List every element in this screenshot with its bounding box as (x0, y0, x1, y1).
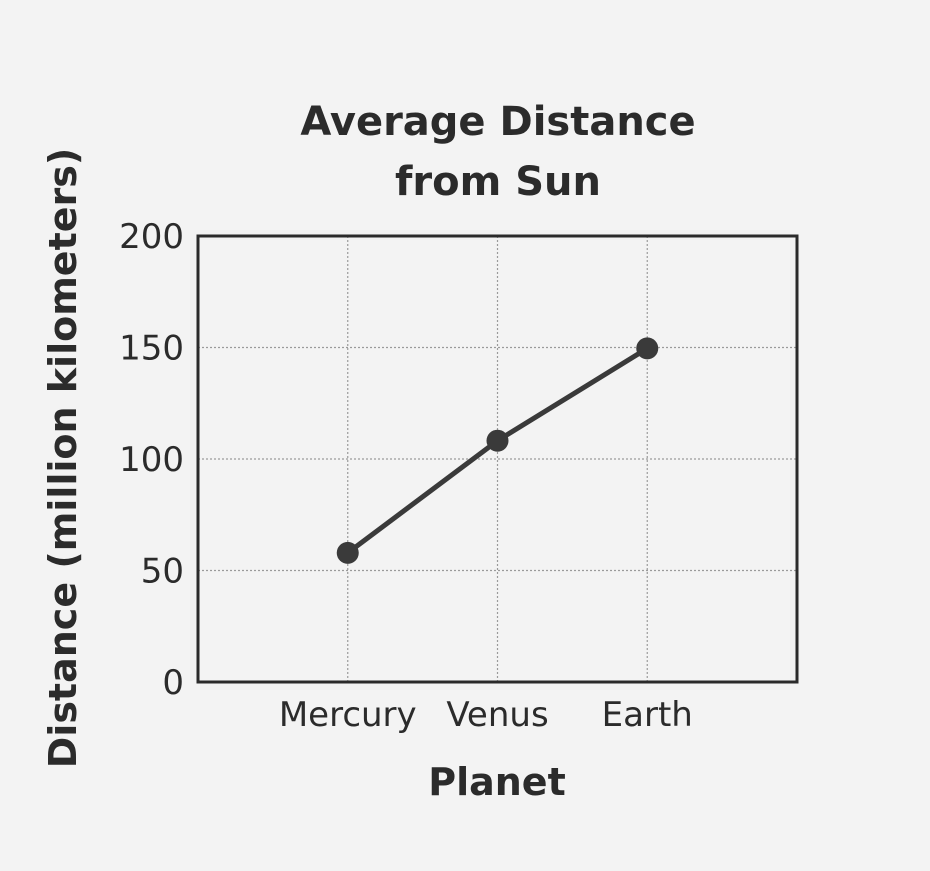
y-tick-label-150: 150 (119, 329, 184, 369)
y-axis-title: Distance (million kilometers) (41, 148, 85, 769)
axes (196, 234, 799, 684)
chart-title-line-1: Average Distance (300, 99, 695, 145)
data-point-venus (486, 429, 509, 452)
y-tick-label-100: 100 (119, 440, 184, 480)
tick-labels: 0 50 100 150 200 Mercury Venus Earth (119, 217, 693, 735)
x-tick-label-earth: Earth (602, 695, 693, 735)
data-point-mercury (336, 541, 359, 564)
data-point-earth (636, 337, 659, 360)
y-tick-label-200: 200 (119, 217, 184, 257)
series-group (336, 337, 659, 564)
y-tick-label-50: 50 (141, 552, 184, 592)
plot-frame (196, 234, 799, 684)
grid-lines (198, 236, 797, 682)
x-axis-title: Planet (428, 760, 566, 804)
x-tick-label-venus: Venus (446, 695, 548, 735)
y-tick-label-0: 0 (162, 663, 184, 703)
x-tick-label-mercury: Mercury (279, 695, 417, 735)
chart-title-line-2: from Sun (395, 159, 601, 205)
